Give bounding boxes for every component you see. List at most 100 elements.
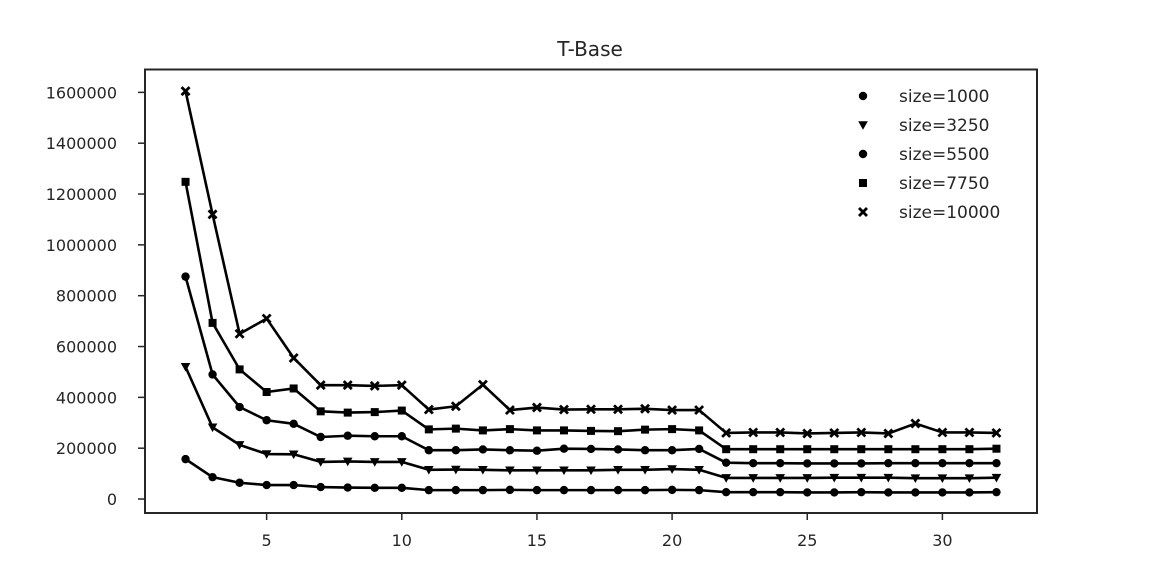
data-point	[181, 272, 190, 281]
legend-item: size=7750	[859, 174, 989, 194]
data-point	[667, 485, 677, 495]
legend-marker	[858, 91, 868, 101]
data-point	[181, 177, 190, 186]
y-tick-label: 400000	[56, 388, 117, 407]
data-point	[424, 446, 434, 455]
y-tick-label: 600000	[56, 338, 117, 357]
legend-item: size=1000	[858, 87, 989, 107]
data-point	[883, 473, 894, 483]
data-point	[667, 465, 677, 474]
data-point	[802, 474, 813, 483]
legend-marker	[859, 179, 867, 187]
data-point	[830, 459, 839, 468]
data-point	[532, 446, 542, 455]
data-point	[613, 485, 623, 495]
data-point	[938, 488, 947, 497]
data-point	[234, 328, 245, 339]
plot-frame	[144, 68, 1038, 514]
data-point	[640, 465, 650, 475]
data-point	[911, 488, 920, 497]
data-point	[614, 427, 623, 436]
data-point	[749, 445, 758, 454]
legend-label: size=10000	[899, 203, 1000, 223]
data-point	[235, 478, 244, 487]
data-point	[856, 427, 867, 438]
data-point	[775, 427, 786, 438]
data-point	[208, 472, 217, 482]
data-point	[803, 459, 812, 468]
data-point	[316, 407, 325, 416]
data-point	[667, 446, 677, 455]
data-point	[397, 406, 406, 415]
data-point	[559, 444, 569, 453]
data-point	[315, 380, 326, 391]
data-point	[505, 485, 515, 495]
data-point	[369, 458, 380, 467]
legend-marker	[858, 207, 868, 217]
data-point	[830, 445, 839, 454]
data-point	[722, 445, 731, 454]
data-point	[964, 427, 975, 438]
data-point	[748, 487, 758, 497]
data-point	[532, 466, 542, 476]
data-point	[451, 485, 461, 495]
data-point	[532, 485, 542, 495]
data-point	[641, 425, 650, 434]
data-point	[559, 485, 569, 495]
data-point	[531, 402, 542, 413]
data-point	[370, 432, 379, 441]
data-point	[235, 402, 244, 412]
data-point	[910, 418, 921, 429]
data-point	[532, 426, 541, 435]
data-point	[424, 485, 434, 495]
legend-item: size=10000	[858, 203, 1000, 223]
legend-marker	[858, 149, 868, 159]
data-point	[424, 425, 433, 434]
data-point	[288, 450, 299, 460]
x-tick-label: 20	[662, 531, 682, 550]
legend-label: size=3250	[899, 116, 989, 136]
data-point	[396, 380, 407, 391]
data-point	[856, 473, 867, 483]
data-point	[857, 445, 866, 454]
x-tick-label: 5	[262, 531, 272, 550]
data-point	[695, 426, 704, 435]
data-point	[559, 466, 569, 476]
data-point	[884, 445, 893, 454]
data-point	[262, 416, 271, 425]
data-point	[316, 482, 325, 492]
data-point	[640, 403, 651, 414]
y-tick-label: 1600000	[46, 83, 117, 102]
legend: size=1000 size=3250 size=5500 size=7750 size…	[858, 87, 1000, 223]
data-point	[748, 458, 758, 468]
data-point	[721, 458, 731, 467]
x-axis: 5 10 15 20 25 30	[262, 513, 953, 550]
data-point	[342, 380, 353, 391]
data-point	[342, 457, 353, 467]
data-point	[559, 426, 568, 435]
y-tick-label: 1000000	[46, 236, 117, 255]
data-point	[965, 445, 974, 454]
data-point	[884, 458, 893, 468]
data-point	[776, 458, 785, 468]
x-tick-label: 15	[527, 531, 547, 550]
data-point	[478, 465, 488, 475]
data-point	[586, 485, 596, 495]
legend-marker	[858, 121, 868, 130]
y-tick-label: 800000	[56, 287, 117, 306]
data-point	[694, 485, 704, 495]
data-point	[965, 488, 974, 497]
data-point	[208, 370, 217, 379]
data-point	[262, 388, 271, 397]
data-point	[965, 458, 974, 468]
data-point	[613, 445, 623, 454]
data-point	[830, 488, 839, 497]
data-point	[694, 465, 704, 475]
data-point	[505, 425, 514, 434]
data-point	[802, 428, 813, 439]
data-point	[776, 487, 785, 497]
data-point	[397, 432, 406, 441]
data-point	[694, 405, 705, 416]
data-point	[235, 365, 244, 374]
series-markers	[180, 86, 1002, 497]
